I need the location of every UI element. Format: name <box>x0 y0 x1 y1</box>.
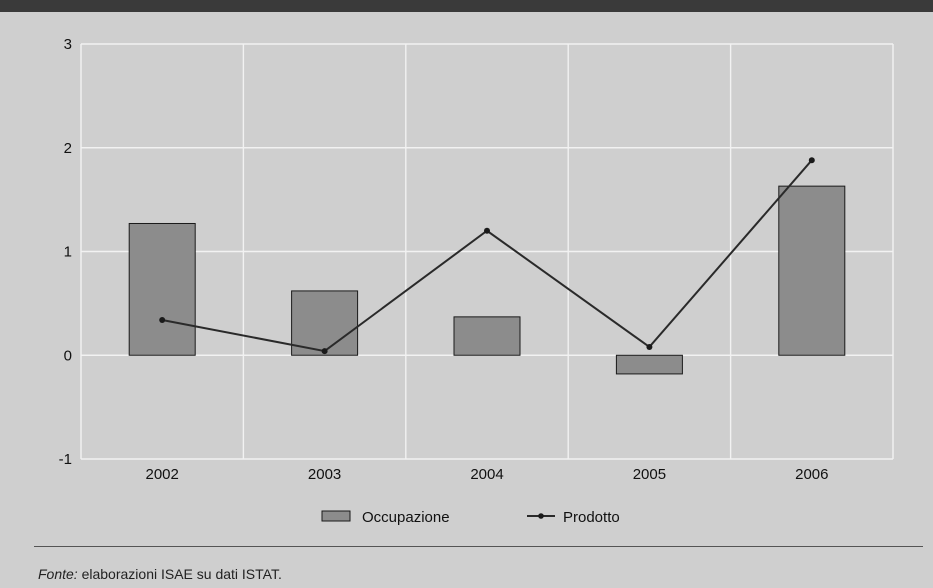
legend-swatch-occupazione <box>321 510 351 522</box>
bar-2003 <box>291 290 359 356</box>
x-tick-label: 2002 <box>146 466 179 483</box>
bar-2002 <box>128 222 196 356</box>
y-tick-label: 3 <box>64 36 72 53</box>
point-2005 <box>646 343 653 350</box>
point-2006 <box>808 157 815 164</box>
legend: Occupazione Prodotto <box>321 509 620 526</box>
grid <box>80 43 894 460</box>
x-tick-label: 2005 <box>633 466 666 483</box>
header-bar <box>0 0 933 12</box>
source-text: elaborazioni ISAE su dati ISTAT. <box>77 566 282 582</box>
line-series <box>159 157 815 355</box>
bar-2005 <box>615 354 683 375</box>
x-tick-label: 2003 <box>308 466 341 483</box>
legend-label-occupazione: Occupazione <box>362 509 450 526</box>
chart: 3 2 1 0 -1 2002 2003 2004 2005 2006 Occupazione … <box>59 36 894 526</box>
y-tick-label: 1 <box>64 244 72 261</box>
y-axis-labels: 3 2 1 0 -1 <box>59 36 72 468</box>
legend-label-prodotto: Prodotto <box>563 509 620 526</box>
y-tick-label: 0 <box>64 347 72 364</box>
y-tick-label: -1 <box>59 451 72 468</box>
point-2002 <box>159 316 166 323</box>
point-2004 <box>484 227 490 234</box>
legend-marker-prodotto <box>538 513 544 519</box>
source-label: Fonte: <box>38 566 78 582</box>
y-tick-label: 2 <box>64 140 72 157</box>
x-axis-labels: 2002 2003 2004 2005 2006 <box>146 466 829 483</box>
bar-2006 <box>778 185 846 356</box>
x-tick-label: 2004 <box>470 466 503 483</box>
point-2003 <box>321 348 328 355</box>
bar-2004 <box>453 316 521 356</box>
bars <box>128 185 846 375</box>
source-note: Fonte: elaborazioni ISAE su dati ISTAT. <box>38 566 282 582</box>
source-divider <box>34 546 923 547</box>
x-tick-label: 2006 <box>795 466 828 483</box>
